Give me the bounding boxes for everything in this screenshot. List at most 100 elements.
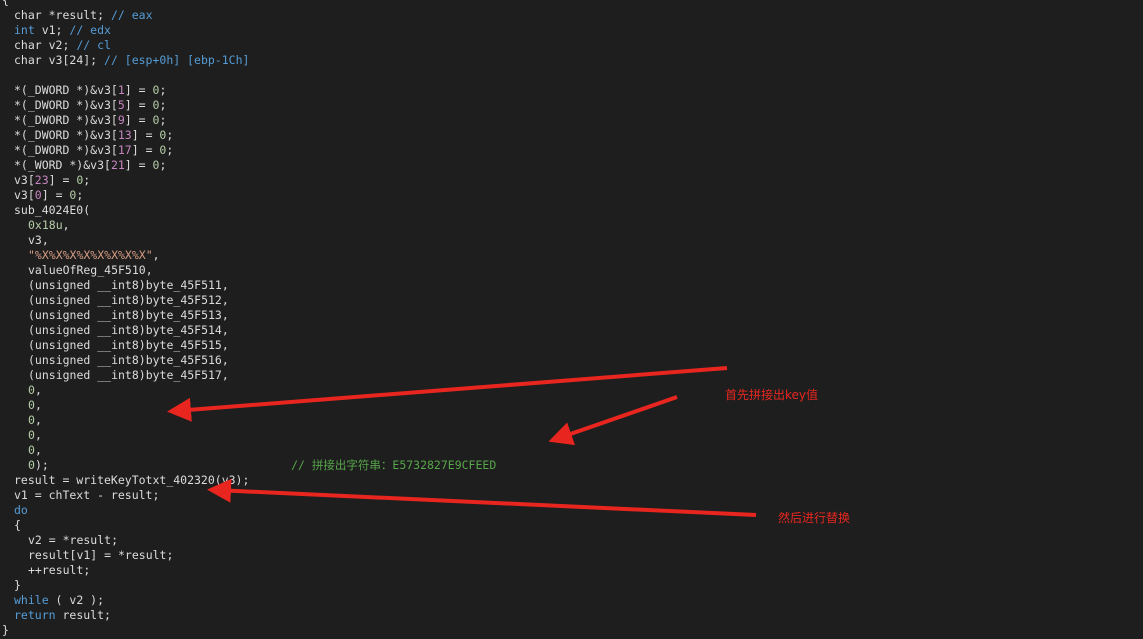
code-token: return [14,608,56,622]
code-line: 0, [0,413,42,428]
code-line: { [0,518,21,533]
code-line: result[v1] = *result; [0,548,173,563]
code-token: (unsigned __int8)byte_45F511, [28,278,229,292]
code-line: *(_DWORD *)&v3[17] = 0; [0,143,173,158]
code-token: ; [159,98,167,112]
code-token: v3, [28,233,49,247]
code-token: while [14,593,49,607]
code-token: ] = [48,173,77,187]
code-line: (unsigned __int8)byte_45F517, [0,368,229,383]
code-token: 21 [110,158,125,172]
code-token: , [152,248,160,262]
code-token: 0 [152,158,160,172]
code-line: v3[0] = 0; [0,188,83,203]
annotation-note-replace: 然后进行替换 [778,511,851,525]
code-line: } [0,623,9,638]
code-line: (unsigned __int8)byte_45F515, [0,338,229,353]
code-line: v3, [0,233,49,248]
code-line: valueOfReg_45F510, [0,263,153,278]
code-token: (unsigned __int8)byte_45F515, [28,338,229,352]
code-line: 0, [0,383,42,398]
code-token: 9 [117,113,125,127]
code-token: 0x18u [28,218,63,232]
code-token: , [62,218,70,232]
code-token: 0 [152,98,160,112]
code-token: (unsigned __int8)byte_45F516, [28,353,229,367]
code-token: 0 [28,398,35,412]
code-token: ( v2 ); [48,593,105,607]
code-token: 1 [117,83,125,97]
code-token: , [34,413,42,427]
code-token: , [34,398,42,412]
code-line: char v2; // cl [0,38,111,53]
code-token: *(_DWORD *)&v3[ [14,98,118,112]
code-line: *(_DWORD *)&v3[9] = 0; [0,113,166,128]
code-token: ; [166,143,174,157]
code-token: char [14,8,42,22]
code-token: // cl [76,38,111,52]
code-token: ] = [131,128,160,142]
code-token: v1; [34,23,70,37]
code-token: // [esp+0h] [ebp-1Ch] [104,53,250,67]
annotation-note-key: 首先拼接出key值 [725,388,819,402]
code-token: v3[ [14,173,35,187]
code-line: return result; [0,608,111,623]
code-line: *(_DWORD *)&v3[1] = 0; [0,83,166,98]
code-line: 0); // 拼接出字符串：E5732827E9CFEED [0,458,496,473]
code-line: 0, [0,428,42,443]
code-token: result; [55,608,111,622]
code-token: 0 [28,428,35,442]
code-token: 23 [34,173,49,187]
code-token: v2 = *result; [28,533,119,547]
code-line: (unsigned __int8)byte_45F514, [0,323,229,338]
code-token: 17 [117,143,132,157]
code-token: 13 [117,128,132,142]
code-line: } [0,578,21,593]
code-token: 0 [28,458,35,472]
code-line: *(_DWORD *)&v3[13] = 0; [0,128,173,143]
code-token: v1 = chText - result; [14,488,160,502]
code-line: int v1; // edx [0,23,111,38]
code-token: result[v1] = *result; [28,548,174,562]
code-token: ] = [124,158,153,172]
code-line: *(_WORD *)&v3[21] = 0; [0,158,166,173]
code-line: "%X%X%X%X%X%X%X%X", [0,248,160,263]
code-token: // 拼接出字符串：E5732827E9CFEED [48,458,497,472]
code-token: char [14,53,42,67]
code-line: (unsigned __int8)byte_45F513, [0,308,229,323]
code-line: v1 = chText - result; [0,488,159,503]
code-token: ; [159,158,167,172]
code-token: ; [159,113,167,127]
code-token: 0 [28,443,35,457]
code-token: , [34,443,42,457]
code-token: v2; [41,38,77,52]
code-line: 0, [0,443,42,458]
code-token: 5 [117,98,125,112]
code-line: (unsigned __int8)byte_45F512, [0,293,229,308]
code-token: ; [76,188,84,202]
code-token: ++result; [28,563,91,577]
code-line: v3[23] = 0; [0,173,90,188]
code-line: *(_DWORD *)&v3[5] = 0; [0,98,166,113]
code-line: ++result; [0,563,90,578]
code-token: 0 [28,383,35,397]
code-line: sub_4024E0( [0,203,90,218]
code-token: *result; [41,8,111,22]
code-token: result = writeKeyTotxt_402320(v3); [14,473,250,487]
arrow-key-to-comment [548,395,678,446]
code-token: *(_WORD *)&v3[ [14,158,111,172]
code-token: (unsigned __int8)byte_45F512, [28,293,229,307]
code-token: // edx [69,23,111,37]
code-token: (unsigned __int8)byte_45F517, [28,368,229,382]
code-line: 0x18u, [0,218,70,233]
code-token: , [34,383,42,397]
code-token: ); [34,458,49,472]
code-line: while ( v2 ); [0,593,104,608]
code-token: ] = [124,113,153,127]
code-token: ; [159,83,167,97]
code-token: v3[24]; [41,53,105,67]
code-token: v3[ [14,188,35,202]
code-token: int [14,23,35,37]
code-token: sub_4024E0( [14,203,91,217]
